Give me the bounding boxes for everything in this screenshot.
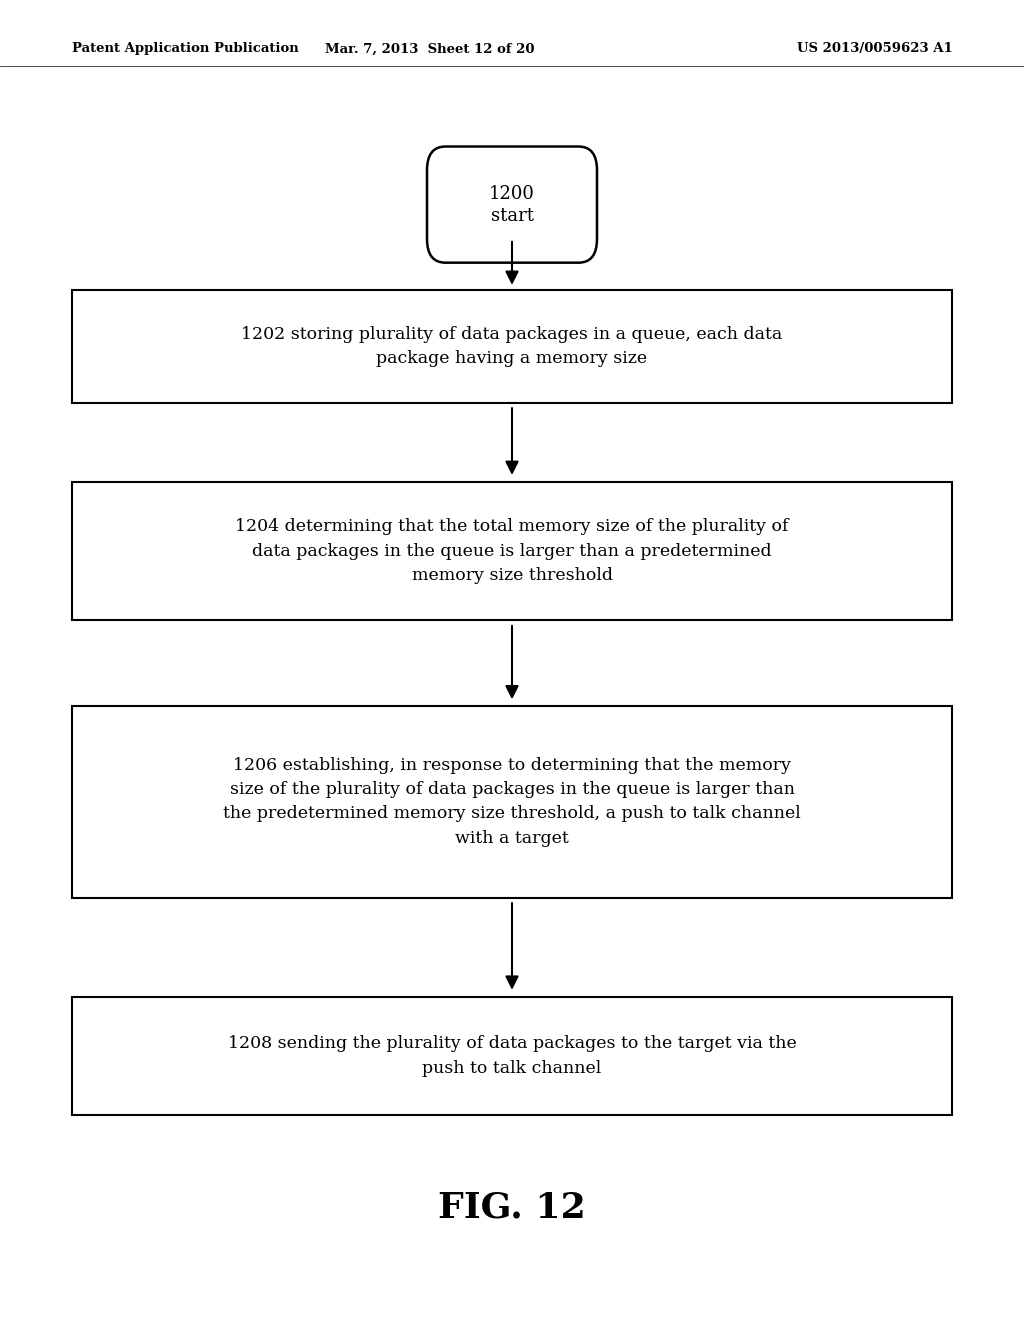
Bar bbox=[72, 706, 952, 898]
Bar bbox=[72, 482, 952, 620]
Bar bbox=[72, 997, 952, 1115]
Text: 1202 storing plurality of data packages in a queue, each data
package having a m: 1202 storing plurality of data packages … bbox=[242, 326, 782, 367]
Bar bbox=[72, 290, 952, 403]
Text: US 2013/0059623 A1: US 2013/0059623 A1 bbox=[797, 42, 952, 55]
Text: 1208 sending the plurality of data packages to the target via the
push to talk c: 1208 sending the plurality of data packa… bbox=[227, 1035, 797, 1077]
Text: 1200
start: 1200 start bbox=[489, 185, 535, 224]
FancyBboxPatch shape bbox=[427, 147, 597, 263]
Text: 1206 establishing, in response to determining that the memory
size of the plural: 1206 establishing, in response to determ… bbox=[223, 758, 801, 846]
Text: 1204 determining that the total memory size of the plurality of
data packages in: 1204 determining that the total memory s… bbox=[236, 519, 788, 583]
Text: FIG. 12: FIG. 12 bbox=[438, 1191, 586, 1225]
Text: Patent Application Publication: Patent Application Publication bbox=[72, 42, 298, 55]
Text: Mar. 7, 2013  Sheet 12 of 20: Mar. 7, 2013 Sheet 12 of 20 bbox=[326, 42, 535, 55]
